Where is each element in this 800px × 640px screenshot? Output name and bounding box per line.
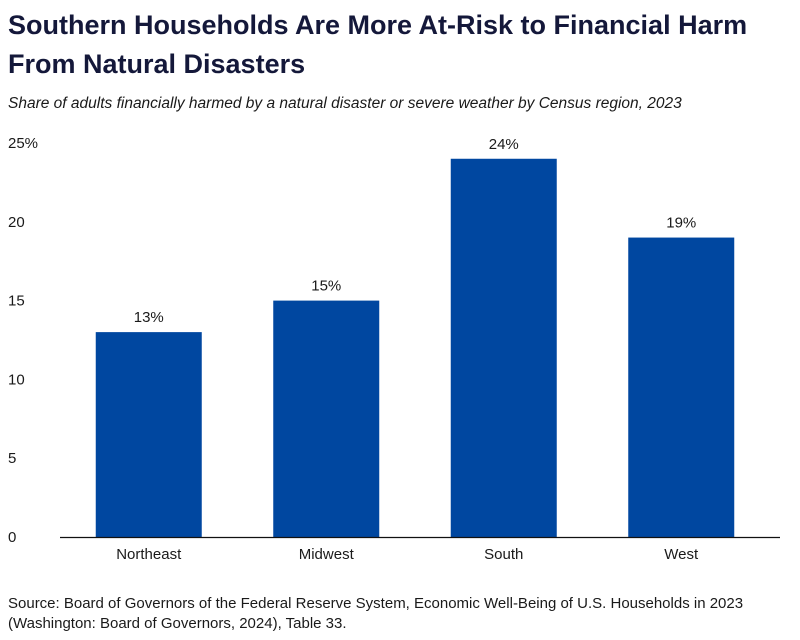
x-tick-label: Northeast — [116, 546, 182, 563]
source-note: Source: Board of Governors of the Federa… — [8, 595, 744, 632]
bar-data-label: 19% — [666, 215, 696, 232]
chart-subtitle: Share of adults financially harmed by a … — [8, 95, 682, 112]
bar-data-label: 24% — [489, 136, 519, 153]
x-axis-categories: Northeast Midwest South West — [116, 546, 699, 563]
y-tick-label: 5 — [8, 450, 16, 467]
bar-series — [95, 158, 735, 537]
x-tick-label: South — [484, 546, 523, 563]
bar-data-labels: 13% 15% 24% 19% — [134, 136, 697, 326]
bar — [628, 237, 735, 537]
y-tick-label: 10 — [8, 371, 25, 388]
bar — [273, 300, 380, 537]
bar-chart: 0 5 10 15 20 25% 13% 15% 24% 19% Northeast Midwes… — [8, 135, 780, 563]
y-tick-label: 25% — [8, 135, 38, 152]
bar-data-label: 13% — [134, 309, 164, 326]
bar — [450, 158, 557, 537]
y-tick-label: 15 — [8, 293, 25, 310]
y-axis-ticks: 0 5 10 15 20 25% — [8, 135, 38, 546]
x-tick-label: Midwest — [299, 546, 355, 563]
y-tick-label: 0 — [8, 529, 16, 546]
chart-title: Southern Households Are More At-Risk to … — [8, 10, 748, 79]
x-tick-label: West — [664, 546, 699, 563]
y-tick-label: 20 — [8, 214, 25, 231]
bar-data-label: 15% — [311, 278, 341, 295]
bar — [95, 332, 202, 537]
